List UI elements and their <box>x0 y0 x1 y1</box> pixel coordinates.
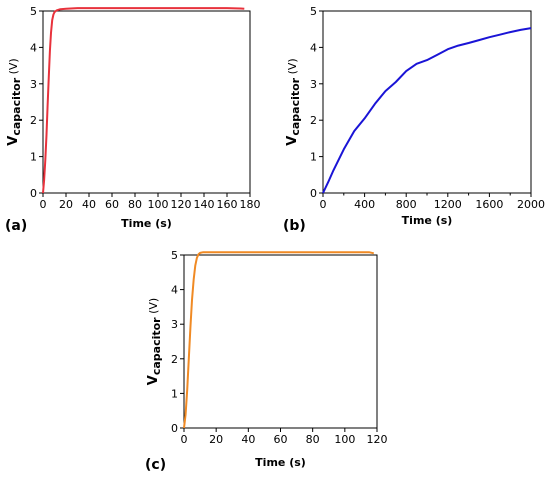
panel-c-y-tick-label: 5 <box>171 249 178 262</box>
panel-c-x-tick-label: 0 <box>181 433 188 446</box>
panel-a-x-tick-label: 20 <box>59 198 73 211</box>
panel-c-data-line <box>183 251 375 429</box>
panel-c-y-axis-label-unit: (V) <box>147 298 160 318</box>
panel-a-x-tick-label: 100 <box>148 198 169 211</box>
panel-c-x-tick-label: 100 <box>334 433 355 446</box>
panel-a-y-axis-label: Vcapacitor (V) <box>6 58 23 145</box>
panel-b-y-tick-label: 3 <box>310 78 317 91</box>
panel-c-panel-label: (c) <box>145 457 166 473</box>
panel-a-x-tick-label: 120 <box>171 198 192 211</box>
panel-c-y-tick-label: 4 <box>171 284 178 297</box>
panel-a-y-axis-label-unit: (V) <box>7 58 20 78</box>
panel-b-x-axis-label: Time (s) <box>402 214 453 227</box>
panel-c-plot-frame <box>183 254 378 429</box>
panel-c-x-tick-label: 120 <box>367 433 388 446</box>
panel-a-data-line <box>42 7 245 194</box>
panel-b-x-tick-label: 800 <box>396 198 417 211</box>
panel-c-x-tick-label: 80 <box>306 433 320 446</box>
panel-b-x-tick-label: 1200 <box>434 198 462 211</box>
panel-b-panel-label: (b) <box>283 218 306 234</box>
panel-a-x-tick-label: 60 <box>105 198 119 211</box>
panel-a-y-axis-label-symbol: V <box>6 136 21 146</box>
panel-b-y-tick-label: 0 <box>310 187 317 200</box>
panel-c-x-axis-label: Time (s) <box>255 456 306 469</box>
panel-b-y-axis-label-symbol: V <box>285 136 300 146</box>
panel-c-y-tick-label: 2 <box>171 353 178 366</box>
panel-c-x-tick-label: 20 <box>209 433 223 446</box>
panel-b-y-axis-label-unit: (V) <box>286 58 299 78</box>
panel-a-y-axis-label-subscript: capacitor <box>10 77 23 135</box>
panel-a-x-tick-label: 160 <box>217 198 238 211</box>
panel-a-y-tick-label: 1 <box>30 151 37 164</box>
panel-c-y-tick-label: 1 <box>171 387 178 400</box>
panel-a-x-tick-label: 180 <box>240 198 261 211</box>
panel-a-x-axis-label: Time (s) <box>121 217 172 230</box>
panel-b-y-tick-label: 5 <box>310 5 317 18</box>
panel-a-y-tick-label: 5 <box>30 5 37 18</box>
panel-a-y-tick-label: 0 <box>30 187 37 200</box>
panel-b-y-axis-label: Vcapacitor (V) <box>285 58 302 145</box>
panel-c-x-tick-label: 60 <box>274 433 288 446</box>
panel-b-x-tick-label: 1600 <box>475 198 503 211</box>
panel-c-y-axis-label-subscript: capacitor <box>150 317 163 375</box>
panel-a-plot-frame <box>42 10 251 194</box>
panel-a-x-tick-label: 80 <box>128 198 142 211</box>
panel-b-data-line <box>322 27 532 194</box>
panel-b-x-tick-label: 2000 <box>517 198 545 211</box>
panel-a-y-tick-label: 3 <box>30 78 37 91</box>
panel-c-y-axis-label: Vcapacitor (V) <box>146 298 163 385</box>
panel-b-y-tick-label: 4 <box>310 41 317 54</box>
panel-a-y-tick-label: 2 <box>30 114 37 127</box>
panel-b-y-tick-label: 1 <box>310 151 317 164</box>
panel-a-y-tick-label: 4 <box>30 41 37 54</box>
panel-c-y-tick-label: 0 <box>171 422 178 435</box>
panel-a-x-tick-label: 40 <box>82 198 96 211</box>
panel-c-y-axis-label-symbol: V <box>146 375 161 385</box>
panel-b-x-tick-label: 0 <box>320 198 327 211</box>
panel-a-x-tick-label: 140 <box>194 198 215 211</box>
panel-c-x-tick-label: 40 <box>241 433 255 446</box>
panel-a-panel-label: (a) <box>5 218 27 234</box>
panel-b-y-tick-label: 2 <box>310 114 317 127</box>
panel-b-plot-frame <box>322 10 532 194</box>
panel-c-y-tick-label: 3 <box>171 318 178 331</box>
panel-b-y-axis-label-subscript: capacitor <box>289 77 302 135</box>
panel-b-x-tick-label: 400 <box>354 198 375 211</box>
panel-a-x-tick-label: 0 <box>40 198 47 211</box>
